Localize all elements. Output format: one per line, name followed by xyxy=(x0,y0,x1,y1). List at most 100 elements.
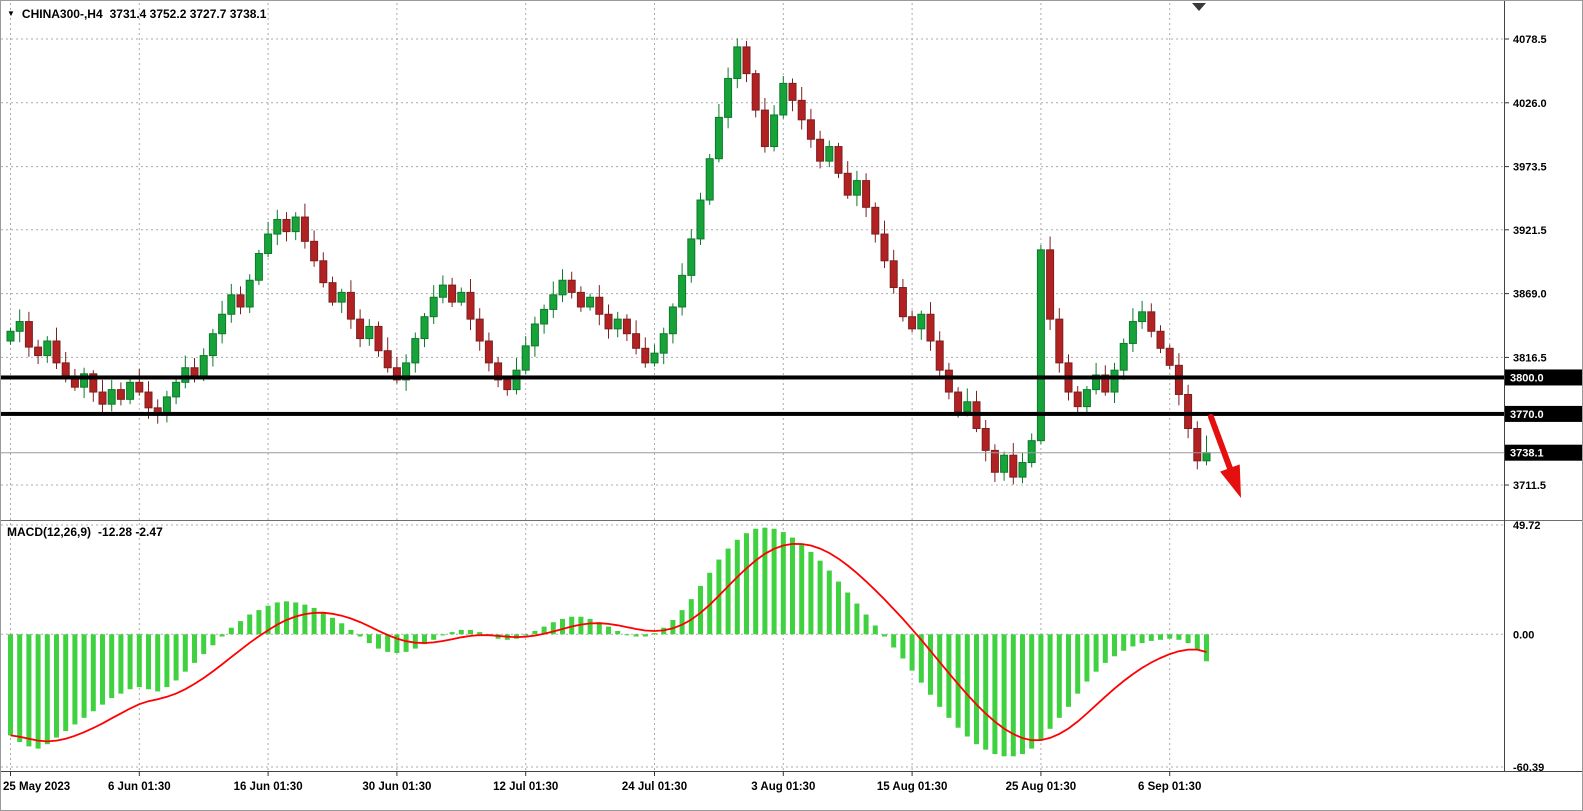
candle-bear xyxy=(889,260,898,289)
macd-histogram-bar xyxy=(964,634,970,737)
macd-scale-label: -60.39 xyxy=(1513,762,1544,774)
macd-scale-label: 49.72 xyxy=(1513,520,1541,532)
macd-histogram-bar xyxy=(284,601,289,635)
candle-bull xyxy=(668,306,677,335)
candle-bear xyxy=(1009,454,1018,478)
macd-histogram-bar xyxy=(44,634,50,745)
macd-histogram-bar xyxy=(1148,634,1154,641)
candle-bear xyxy=(1156,330,1165,349)
candle-bull xyxy=(365,325,374,340)
macd-histogram-bar xyxy=(762,527,768,635)
macd-histogram-bar xyxy=(1167,634,1173,639)
candle-bull xyxy=(172,381,181,398)
candle-bear xyxy=(310,240,319,262)
macd-histogram-bar xyxy=(1204,634,1209,662)
candle-bear xyxy=(52,340,61,364)
macd-histogram-bar xyxy=(164,634,170,688)
current-price-badge-label: 3738.1 xyxy=(1510,448,1544,460)
candle-bear xyxy=(862,180,871,208)
candle-bull xyxy=(1119,342,1128,371)
candle-bull xyxy=(724,77,733,118)
candle-bear xyxy=(484,340,493,364)
collapse-triangle-icon[interactable]: ▼ xyxy=(7,9,15,18)
price-level-badge-label: 3770.0 xyxy=(1510,409,1544,421)
candle-bear xyxy=(871,206,880,235)
candle-bull xyxy=(402,362,411,381)
price-level-badge-label: 3800.0 xyxy=(1510,372,1544,384)
macd-histogram-bar xyxy=(1130,634,1136,647)
macd-histogram-bar xyxy=(136,634,142,688)
macd-histogram-bar xyxy=(1066,634,1071,707)
macd-histogram-bar xyxy=(900,634,906,659)
candle-bull xyxy=(80,373,89,388)
macd-histogram-bar xyxy=(1194,634,1200,650)
price-level-badge xyxy=(1505,405,1582,422)
candle-bear xyxy=(806,119,815,140)
macd-histogram-bar xyxy=(293,602,299,635)
candle-bear xyxy=(503,379,512,391)
macd-histogram-bar xyxy=(109,634,115,699)
candle-bear xyxy=(816,138,825,162)
candle-bull xyxy=(1027,440,1036,464)
candle-bull xyxy=(218,313,227,335)
candle-bear xyxy=(34,346,43,357)
candle-bull xyxy=(613,318,622,330)
candle-bull xyxy=(1092,374,1101,391)
candle-bear xyxy=(632,333,641,349)
macd-histogram-bar xyxy=(412,634,418,649)
price-level-line[interactable] xyxy=(1,411,1504,416)
macd-histogram-bar xyxy=(652,633,657,635)
macd-histogram-bar xyxy=(946,634,952,718)
macd-histogram-bar xyxy=(201,634,207,655)
price-level-line[interactable] xyxy=(1,375,1504,380)
macd-histogram-bar xyxy=(366,634,372,644)
macd-histogram-bar xyxy=(1038,634,1044,740)
macd-histogram-bar xyxy=(1121,634,1127,651)
macd-histogram-bar xyxy=(955,634,961,728)
macd-histogram-bar xyxy=(1185,634,1191,644)
macd-histogram-bar xyxy=(532,631,538,635)
candle-bull xyxy=(659,333,668,354)
chart-shift-marker-icon[interactable] xyxy=(1192,3,1206,11)
macd-histogram-bar xyxy=(100,634,105,705)
macd-histogram-bar xyxy=(633,634,639,637)
macd-histogram-bar xyxy=(679,610,685,635)
candle-bull xyxy=(1202,452,1211,462)
candle-bull xyxy=(227,294,236,315)
macd-histogram-bar xyxy=(983,634,989,750)
candle-bull xyxy=(420,316,429,340)
macd-histogram-bar xyxy=(1047,634,1053,729)
candle-bear xyxy=(990,449,999,473)
macd-histogram-bar xyxy=(26,634,32,747)
candle-bull xyxy=(15,321,24,332)
price-scale-label: 3921.5 xyxy=(1513,225,1547,237)
macd-histogram-bar xyxy=(928,634,933,695)
candle-bear xyxy=(116,389,125,400)
macd-histogram-bar xyxy=(790,537,795,635)
candle-bear xyxy=(935,340,944,371)
candle-bull xyxy=(852,180,861,196)
candle-bear xyxy=(843,172,852,196)
candle-bear xyxy=(1165,347,1174,366)
candle-bull xyxy=(1000,454,1009,473)
candle-bull xyxy=(199,355,208,378)
candle-bear xyxy=(788,82,797,101)
candle-bear xyxy=(494,362,503,381)
macd-histogram-bar xyxy=(219,634,225,637)
macd-histogram-bar xyxy=(1093,634,1099,672)
macd-histogram-bar xyxy=(1176,634,1182,640)
macd-histogram-bar xyxy=(744,533,749,635)
macd-histogram-bar xyxy=(311,607,317,635)
macd-histogram-bar xyxy=(385,634,391,652)
macd-histogram-bar xyxy=(90,634,96,712)
candle-bear xyxy=(604,313,613,330)
candle-bear xyxy=(926,313,935,342)
symbol-period-label: CHINA300-,H4 xyxy=(21,7,103,21)
trend-arrow-shaft[interactable] xyxy=(1208,414,1233,471)
macd-histogram-bar xyxy=(771,528,777,635)
macd-histogram-bar xyxy=(247,614,253,635)
candle-bear xyxy=(144,391,153,409)
trend-arrow-head[interactable] xyxy=(1220,464,1241,498)
